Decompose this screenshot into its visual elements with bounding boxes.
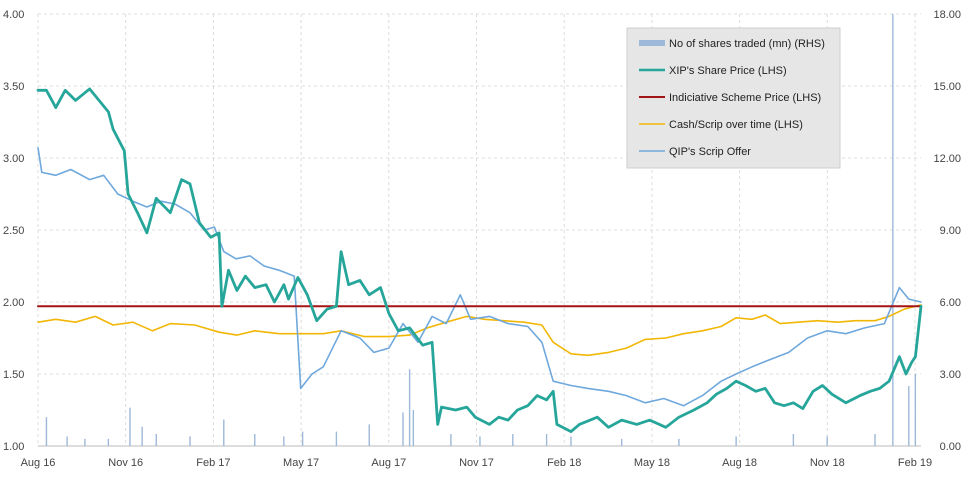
volume-bar <box>570 436 572 446</box>
series-line-cash-scrip-over-time-lhs <box>37 304 922 357</box>
x-tick-label: Aug 18 <box>722 457 757 469</box>
series-line-qip-s-scrip-offer <box>37 147 922 407</box>
volume-bar <box>283 436 285 446</box>
x-tick-label: Aug 17 <box>371 457 406 469</box>
y-left-tick-label: 2.50 <box>3 225 24 237</box>
volume-bar <box>189 436 191 446</box>
y-left-tick-label: 3.50 <box>3 81 24 93</box>
y-left-tick-label: 1.00 <box>3 441 24 453</box>
series-line-xip-s-share-price-lhs <box>36 87 923 434</box>
series-lines <box>36 87 923 434</box>
y-left-tick-label: 4.00 <box>3 9 24 21</box>
volume-bar <box>735 436 737 446</box>
volume-bar <box>301 431 304 446</box>
x-tick-label: Feb 18 <box>547 457 581 469</box>
y-right-tick-label: 9.00 <box>940 225 961 237</box>
legend-label: Cash/Scrip over time (LHS) <box>669 119 803 131</box>
volume-bar <box>826 436 828 446</box>
volume-bar <box>107 438 110 446</box>
legend-swatch <box>639 40 665 46</box>
volume-bars <box>45 14 917 446</box>
volume-bar <box>408 369 411 446</box>
volume-bar <box>45 417 48 446</box>
y-right-tick-label: 18.00 <box>933 9 961 21</box>
x-tick-label: Feb 17 <box>196 457 230 469</box>
y-left-tick-label: 3.00 <box>3 153 24 165</box>
grid <box>37 13 921 447</box>
volume-bar <box>450 434 452 446</box>
y-right-tick-label: 15.00 <box>933 81 961 93</box>
legend-label: Indiciative Scheme Price (LHS) <box>669 92 821 104</box>
volume-bar <box>914 374 917 446</box>
legend: No of shares traded (mn) (RHS) XIP's Shar… <box>626 27 841 169</box>
volume-bar <box>141 426 143 446</box>
volume-bar <box>402 412 404 446</box>
x-tick-label: Nov 17 <box>459 457 494 469</box>
y-left-axis: 1.00 1.50 2.00 2.50 3.00 3.50 4.00 <box>3 9 24 453</box>
volume-bar <box>620 438 623 446</box>
y-left-tick-label: 2.00 <box>3 297 24 309</box>
volume-bar <box>254 434 256 446</box>
x-tick-label: Nov 18 <box>810 457 845 469</box>
x-tick-label: Aug 16 <box>21 457 56 469</box>
volume-bar <box>84 438 86 446</box>
volume-bar <box>545 434 548 446</box>
volume-bar <box>792 434 795 446</box>
x-tick-label: May 18 <box>634 457 670 469</box>
x-axis: Aug 16 Nov 16 Feb 17 May 17 Aug 17 Nov 17 Feb … <box>21 457 933 469</box>
volume-bar <box>368 424 370 446</box>
volume-bar <box>678 438 680 446</box>
x-tick-label: May 17 <box>283 457 319 469</box>
x-tick-label: Nov 16 <box>108 457 143 469</box>
y-left-tick-label: 1.50 <box>3 369 24 381</box>
volume-bar <box>479 436 481 446</box>
volume-bar <box>335 431 338 446</box>
volume-bar <box>66 436 68 446</box>
volume-bar <box>412 410 415 446</box>
volume-bar <box>155 434 157 446</box>
volume-bar <box>512 434 514 446</box>
y-right-axis: 0.00 3.00 6.00 9.00 12.00 15.00 18.00 <box>933 9 961 453</box>
y-right-tick-label: 6.00 <box>940 297 961 309</box>
legend-label: No of shares traded (mn) (RHS) <box>669 38 825 50</box>
x-tick-label: Feb 19 <box>898 457 932 469</box>
legend-label: QIP's Scrip Offer <box>669 146 751 158</box>
volume-bar <box>892 14 894 446</box>
volume-bar <box>129 407 131 446</box>
y-right-tick-label: 0.00 <box>940 441 961 453</box>
volume-bar <box>874 434 876 446</box>
volume-bar <box>223 419 225 446</box>
volume-bar <box>908 386 910 446</box>
y-right-tick-label: 12.00 <box>933 153 961 165</box>
y-right-tick-label: 3.00 <box>940 369 961 381</box>
legend-label: XIP's Share Price (LHS) <box>669 65 787 77</box>
